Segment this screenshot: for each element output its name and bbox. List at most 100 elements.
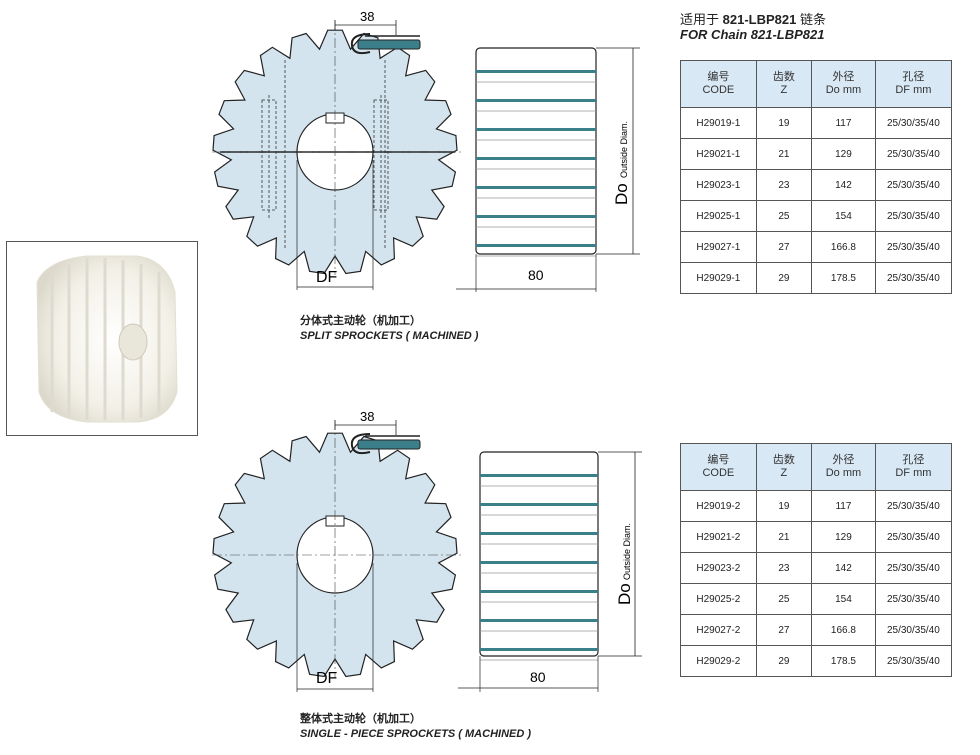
cell-z: 23 <box>755 169 813 201</box>
col-code: 编号 CODE <box>680 443 757 491</box>
table-header-row: 编号 CODE 齿数 Z 外径 Do mm 孔径 DF mm <box>680 60 953 108</box>
split-caption: 分体式主动轮（机加工） SPLIT SPROCKETS ( MACHINED ) <box>300 314 478 344</box>
single-spec-table: 编号 CODE 齿数 Z 外径 Do mm 孔径 DF mm H29019-2 19 117… <box>680 443 953 677</box>
table-row: H29029-2 29 178.5 25/30/35/40 <box>680 645 953 677</box>
split-sprocket-drawing: 38 DF Do Outside Diam. 80 <box>212 9 640 292</box>
dim-38-label: 38 <box>360 9 374 24</box>
table-row: H29027-2 27 166.8 25/30/35/40 <box>680 614 953 646</box>
df-label: DF <box>316 670 338 687</box>
cell-z: 25 <box>755 583 813 615</box>
outside-diam-label: Outside Diam. <box>622 523 632 580</box>
cell-code: H29025-1 <box>680 200 757 232</box>
cell-code: H29029-1 <box>680 262 757 294</box>
cell-code: H29023-1 <box>680 169 757 201</box>
bolt-holes <box>261 60 389 250</box>
product-photo <box>6 241 198 436</box>
cell-df: 25/30/35/40 <box>874 521 953 553</box>
table-row: H29021-1 21 129 25/30/35/40 <box>680 138 953 170</box>
single-sprocket-side-view <box>479 451 599 661</box>
do-label: Do <box>612 183 631 205</box>
do-label: Do <box>615 583 634 605</box>
cell-code: H29027-2 <box>680 614 757 646</box>
cell-df: 25/30/35/40 <box>874 614 953 646</box>
cell-code: H29029-2 <box>680 645 757 677</box>
split-caption-cn: 分体式主动轮（机加工） <box>300 315 421 327</box>
cell-z: 29 <box>755 262 813 294</box>
cell-df: 25/30/35/40 <box>874 262 953 294</box>
table-row: H29023-1 23 142 25/30/35/40 <box>680 169 953 201</box>
cell-do: 178.5 <box>811 262 876 294</box>
cell-z: 19 <box>755 107 813 139</box>
white-sprocket-image <box>7 242 197 435</box>
single-caption-cn: 整体式主动轮（机加工） <box>300 713 421 725</box>
col-bore: 孔径 DF mm <box>874 60 953 108</box>
outside-diam-label: Outside Diam. <box>619 121 629 178</box>
split-spec-table: 编号 CODE 齿数 Z 外径 Do mm 孔径 DF mm H29019-1 19 117… <box>680 60 953 294</box>
cell-df: 25/30/35/40 <box>874 107 953 139</box>
single-caption: 整体式主动轮（机加工） SINGLE - PIECE SPROCKETS ( M… <box>300 712 531 742</box>
single-caption-en: SINGLE - PIECE SPROCKETS ( MACHINED ) <box>300 728 532 740</box>
chain-link-icon <box>350 433 421 455</box>
cell-df: 25/30/35/40 <box>874 583 953 615</box>
cell-do: 129 <box>811 138 876 170</box>
df-label: DF <box>316 269 338 286</box>
cell-do: 166.8 <box>811 614 876 646</box>
cell-do: 117 <box>811 490 876 522</box>
single-sprocket-drawing: 38 DF Do Outside Diam. 80 <box>212 409 642 692</box>
cell-do: 178.5 <box>811 645 876 677</box>
cell-do: 154 <box>811 200 876 232</box>
dim-80-label: 80 <box>528 267 544 283</box>
chain-heading: 适用于 821-LBP821 链条 FOR Chain 821-LBP821 <box>680 12 826 42</box>
dim-80-label: 80 <box>530 669 546 685</box>
cell-code: H29025-2 <box>680 583 757 615</box>
heading-cn-prefix: 适用于 <box>680 12 723 27</box>
cell-code: H29019-2 <box>680 490 757 522</box>
cell-z: 19 <box>755 490 813 522</box>
cell-do: 142 <box>811 552 876 584</box>
cell-z: 25 <box>755 200 813 232</box>
table-row: H29019-1 19 117 25/30/35/40 <box>680 107 953 139</box>
cell-df: 25/30/35/40 <box>874 552 953 584</box>
col-teeth: 齿数 Z <box>755 443 813 491</box>
cell-do: 129 <box>811 521 876 553</box>
split-caption-en: SPLIT SPROCKETS ( MACHINED ) <box>300 330 479 342</box>
table-row: H29025-2 25 154 25/30/35/40 <box>680 583 953 615</box>
table-row: H29029-1 29 178.5 25/30/35/40 <box>680 262 953 294</box>
cell-do: 154 <box>811 583 876 615</box>
cell-code: H29019-1 <box>680 107 757 139</box>
cell-df: 25/30/35/40 <box>874 231 953 263</box>
table-row: H29019-2 19 117 25/30/35/40 <box>680 490 953 522</box>
cell-z: 21 <box>755 521 813 553</box>
cell-z: 27 <box>755 231 813 263</box>
col-code: 编号 CODE <box>680 60 757 108</box>
cell-code: H29023-2 <box>680 552 757 584</box>
col-teeth: 齿数 Z <box>755 60 813 108</box>
cell-z: 23 <box>755 552 813 584</box>
split-sprocket-side-view <box>475 47 597 257</box>
cell-z: 21 <box>755 138 813 170</box>
cell-df: 25/30/35/40 <box>874 490 953 522</box>
col-outer-diameter: 外径 Do mm <box>811 443 876 491</box>
cell-df: 25/30/35/40 <box>874 200 953 232</box>
table-row: H29025-1 25 154 25/30/35/40 <box>680 200 953 232</box>
dim-38-label: 38 <box>360 409 374 424</box>
col-outer-diameter: 外径 Do mm <box>811 60 876 108</box>
cell-z: 29 <box>755 645 813 677</box>
cell-df: 25/30/35/40 <box>874 138 953 170</box>
cell-df: 25/30/35/40 <box>874 169 953 201</box>
cell-do: 142 <box>811 169 876 201</box>
cell-z: 27 <box>755 614 813 646</box>
cell-code: H29027-1 <box>680 231 757 263</box>
heading-chain-code: 821-LBP821 <box>722 12 797 27</box>
cell-code: H29021-2 <box>680 521 757 553</box>
cell-do: 166.8 <box>811 231 876 263</box>
cell-df: 25/30/35/40 <box>874 645 953 677</box>
heading-cn-suffix: 链条 <box>796 12 826 27</box>
heading-en: FOR Chain 821-LBP821 <box>680 27 825 42</box>
cell-code: H29021-1 <box>680 138 757 170</box>
table-row: H29027-1 27 166.8 25/30/35/40 <box>680 231 953 263</box>
cell-do: 117 <box>811 107 876 139</box>
table-header-row: 编号 CODE 齿数 Z 外径 Do mm 孔径 DF mm <box>680 443 953 491</box>
col-bore: 孔径 DF mm <box>874 443 953 491</box>
table-row: H29023-2 23 142 25/30/35/40 <box>680 552 953 584</box>
